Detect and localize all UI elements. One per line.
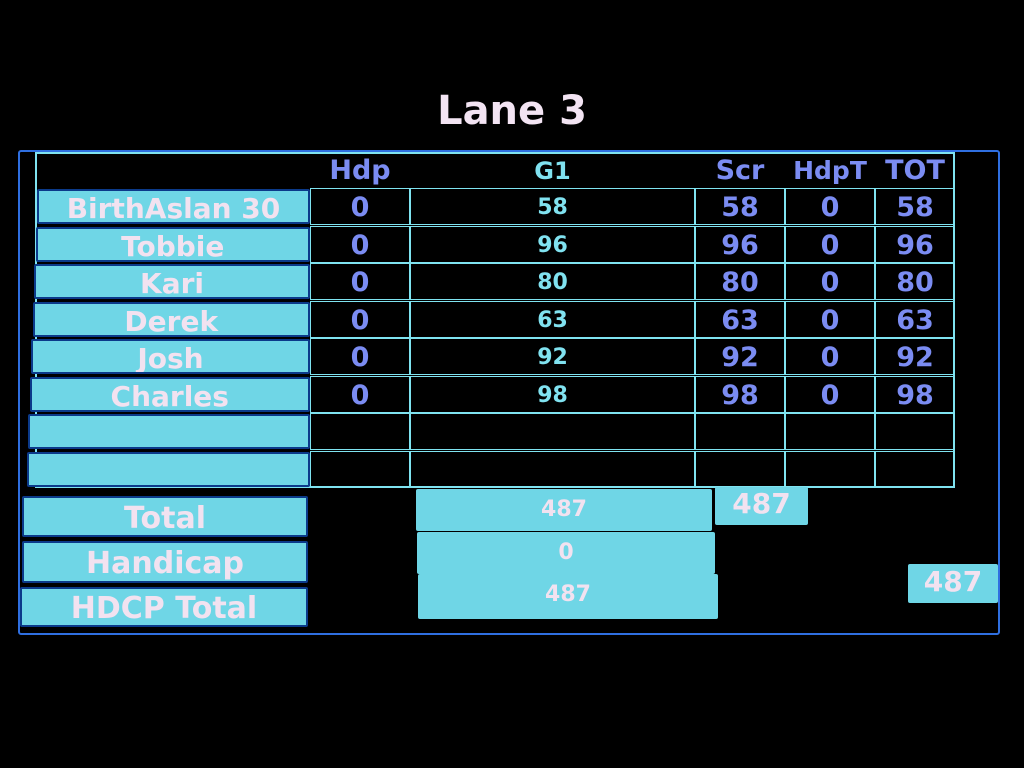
player-name	[26, 451, 310, 487]
cell-hdpt: 0	[785, 225, 875, 263]
cell-hdp: 0	[310, 263, 410, 300]
total-g1: 487	[416, 489, 712, 531]
player-name	[28, 414, 310, 449]
cell-hdp: 0	[310, 300, 410, 338]
cell-hdpt: 0	[785, 263, 875, 300]
cell-g1: 96	[410, 225, 695, 263]
cell-hdp	[310, 450, 410, 488]
player-name: Kari	[34, 264, 310, 299]
hdcp-total-tot: 487	[908, 564, 998, 603]
cell-tot	[875, 413, 955, 450]
cell-g1: 92	[410, 338, 695, 375]
player-name: Tobbie	[35, 226, 310, 262]
cell-scr: 96	[695, 225, 785, 263]
cell-tot: 96	[875, 225, 955, 263]
handicap-g1: 0	[417, 532, 715, 574]
cell-tot: 98	[875, 375, 955, 413]
cell-scr: 63	[695, 300, 785, 338]
header-tot: TOT	[885, 155, 945, 186]
player-name: BirthAslan 30	[37, 189, 310, 224]
total-label: Total	[22, 496, 308, 537]
header-hdpt: HdpT	[793, 156, 867, 185]
cell-hdpt: 0	[785, 338, 875, 375]
cell-hdp: 0	[310, 338, 410, 375]
header-hdp: Hdp	[329, 155, 391, 186]
player-name: Charles	[29, 376, 310, 412]
hdcp-total-label: HDCP Total	[20, 587, 308, 627]
cell-hdpt	[785, 413, 875, 450]
cell-g1: 98	[410, 375, 695, 413]
player-name: Josh	[31, 339, 310, 374]
cell-hdpt: 0	[785, 188, 875, 225]
cell-hdp: 0	[310, 188, 410, 225]
cell-scr: 92	[695, 338, 785, 375]
cell-hdpt: 0	[785, 375, 875, 413]
cell-g1	[410, 413, 695, 450]
cell-tot: 80	[875, 263, 955, 300]
cell-tot	[875, 450, 955, 488]
cell-scr: 98	[695, 375, 785, 413]
cell-g1	[410, 450, 695, 488]
cell-hdpt	[785, 450, 875, 488]
cell-scr	[695, 413, 785, 450]
total-scr: 487	[715, 487, 808, 525]
cell-hdp: 0	[310, 225, 410, 263]
cell-scr	[695, 450, 785, 488]
cell-hdpt: 0	[785, 300, 875, 338]
cell-g1: 63	[410, 300, 695, 338]
cell-g1: 80	[410, 263, 695, 300]
cell-tot: 92	[875, 338, 955, 375]
hdcp-total-g1: 487	[418, 574, 718, 619]
cell-tot: 58	[875, 188, 955, 225]
header-g1: G1	[534, 157, 571, 185]
cell-tot: 63	[875, 300, 955, 338]
player-name: Derek	[32, 301, 310, 337]
cell-hdp	[310, 413, 410, 450]
cell-scr: 58	[695, 188, 785, 225]
handicap-label: Handicap	[22, 541, 308, 583]
header-scr: Scr	[715, 155, 765, 186]
cell-g1: 58	[410, 188, 695, 225]
cell-hdp: 0	[310, 375, 410, 413]
cell-scr: 80	[695, 263, 785, 300]
lane-title: Lane 3	[437, 88, 587, 134]
scoreboard-frame	[18, 150, 1000, 635]
